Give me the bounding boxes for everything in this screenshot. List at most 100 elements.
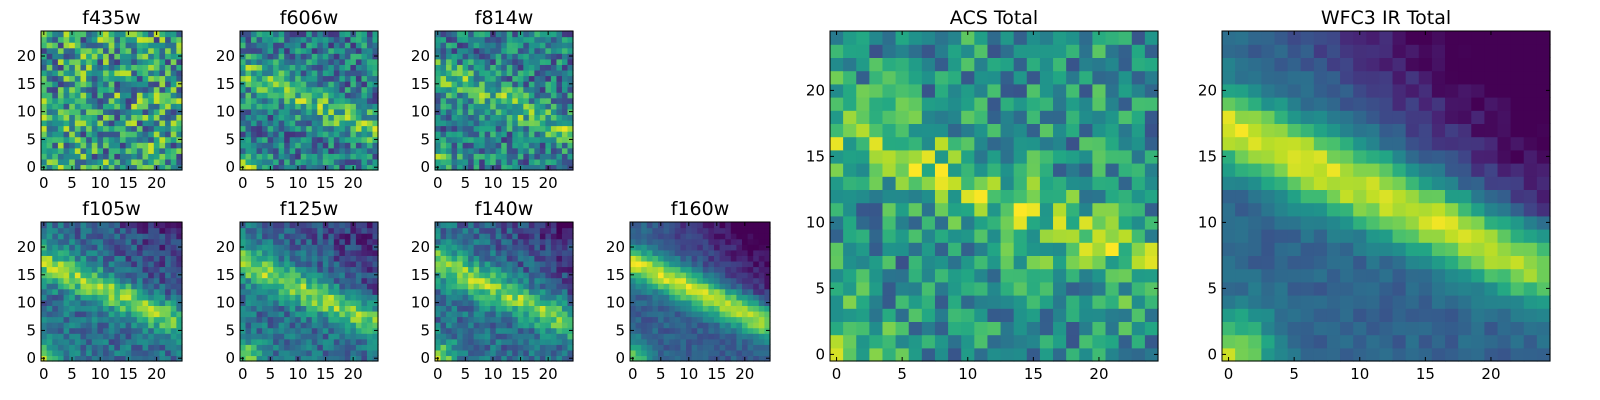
heatmap-cell [317, 294, 324, 301]
heatmap-cell [468, 233, 475, 240]
heatmap-cell [46, 249, 53, 256]
heatmap-cell [333, 327, 340, 334]
heatmap-cell [517, 327, 524, 334]
heatmap-cell [680, 355, 687, 362]
heatmap-cell [46, 108, 53, 115]
heatmap-cell [556, 272, 563, 279]
heatmap-cell [1013, 242, 1028, 256]
heatmap-cell [52, 164, 59, 171]
heatmap-cell [435, 349, 442, 357]
heatmap-cell [344, 58, 351, 65]
heatmap-cell [256, 249, 263, 256]
heatmap-cell [69, 153, 76, 160]
heatmap-cell [63, 222, 70, 229]
heatmap-cell [339, 349, 346, 357]
heatmap-cell [295, 294, 302, 301]
heatmap-cell [300, 147, 307, 154]
heatmap-cell [125, 299, 132, 306]
heatmap-cell [446, 158, 453, 166]
heatmap-cell [165, 153, 172, 160]
heatmap-cell [641, 355, 648, 362]
heatmap-cell [86, 244, 93, 251]
heatmap-cell [708, 249, 715, 256]
heatmap-cell [311, 136, 318, 143]
heatmap-cell [74, 64, 82, 71]
heatmap-cell [91, 272, 98, 279]
heatmap-cell [987, 334, 1002, 349]
y-tick-label: 10 [411, 294, 430, 312]
heatmap-cell [170, 244, 177, 251]
heatmap-cell [517, 227, 524, 234]
heatmap-cell [1105, 308, 1120, 322]
heatmap-cell [490, 92, 497, 99]
heatmap-cell [556, 131, 563, 138]
heatmap-cell [702, 310, 709, 318]
heatmap-cell [361, 233, 368, 240]
heatmap-cell [97, 327, 104, 334]
heatmap-cell [322, 86, 329, 93]
heatmap-cell [753, 322, 760, 329]
heatmap-cell [462, 260, 469, 268]
heatmap-cell [702, 349, 709, 357]
heatmap-cell [322, 310, 329, 318]
heatmap-cell [97, 283, 104, 290]
heatmap-cell [103, 294, 110, 301]
heatmap-cell [142, 283, 149, 290]
heatmap-cell [136, 31, 144, 38]
heatmap-cell [69, 272, 76, 279]
heatmap-cell [131, 344, 138, 351]
heatmap-cell [311, 75, 318, 82]
heatmap-cell [484, 147, 491, 154]
heatmap-cell [691, 249, 698, 256]
heatmap-cell [108, 125, 115, 132]
heatmap-cell [506, 310, 513, 318]
heatmap-cell [528, 305, 535, 312]
heatmap-cell [468, 260, 475, 268]
heatmap-cell [1118, 229, 1133, 243]
heatmap-cell [148, 338, 155, 345]
heatmap-cell [561, 92, 569, 99]
heatmap-cell [328, 266, 335, 273]
heatmap-cell [830, 229, 844, 243]
heatmap-cell [1053, 176, 1067, 190]
heatmap-cell [57, 294, 65, 301]
heatmap-cell [435, 153, 442, 160]
heatmap-cell [479, 103, 486, 110]
heatmap-cell [295, 47, 302, 54]
heatmap-cell [714, 255, 721, 262]
heatmap-cell [131, 136, 138, 143]
heatmap-cell [479, 164, 486, 171]
heatmap-cell [635, 249, 642, 256]
heatmap-cell [523, 310, 530, 318]
heatmap-cell [446, 294, 453, 301]
heatmap-cell [46, 344, 53, 351]
heatmap-cell [528, 283, 535, 290]
heatmap-cell [550, 322, 558, 329]
heatmap-cell [41, 147, 48, 154]
heatmap-cell [528, 164, 535, 171]
heatmap-cell [528, 327, 535, 334]
heatmap-cell [635, 272, 642, 279]
heatmap-cell [1000, 347, 1015, 362]
heatmap-cell [669, 249, 676, 256]
heatmap-cell [630, 260, 637, 268]
heatmap-cell [495, 272, 502, 279]
heatmap-cell [435, 338, 442, 345]
heatmap-cell [908, 242, 923, 256]
heatmap-cell [153, 158, 161, 166]
heatmap-cell [961, 255, 975, 270]
heatmap-cell [57, 119, 65, 127]
heatmap-cell [57, 333, 65, 340]
heatmap-cell [708, 288, 715, 295]
heatmap-cell [1066, 308, 1080, 322]
heatmap-cell [908, 176, 923, 190]
heatmap-cell [747, 288, 754, 295]
heatmap-cell [159, 119, 166, 127]
heatmap-cell [869, 229, 884, 243]
heatmap-cell [153, 69, 161, 77]
heatmap-cell [680, 305, 687, 312]
heatmap-cell [635, 344, 642, 351]
heatmap-cell [669, 233, 676, 240]
heatmap-cell [114, 131, 121, 138]
heatmap-cell [52, 36, 59, 43]
